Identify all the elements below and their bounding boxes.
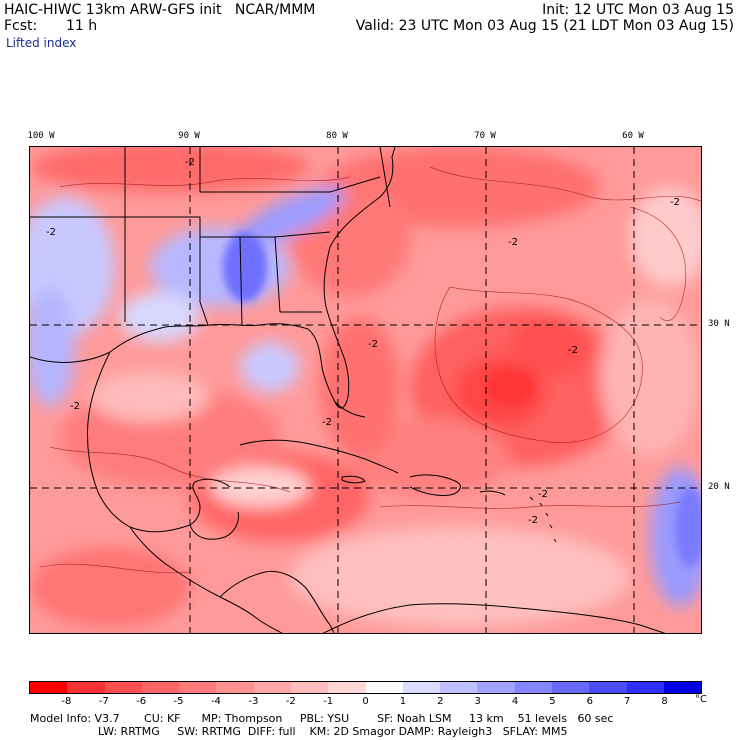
- colorbar-swatch: [402, 682, 441, 693]
- colorbar-swatch: [365, 682, 403, 693]
- colorbar-tick-label: -6: [136, 696, 147, 707]
- colorbar-swatch: [589, 682, 627, 693]
- field-shading: [30, 147, 701, 627]
- colorbar-tick-label: 0: [362, 696, 369, 707]
- colorbar-swatch: [253, 682, 291, 693]
- colorbar-swatch: [328, 682, 366, 693]
- colorbar-swatch: [104, 682, 142, 693]
- colorbar-tick-label: -4: [210, 696, 221, 707]
- colorbar-tick-label: -3: [248, 696, 259, 707]
- contour-label: -2: [70, 401, 80, 412]
- colorbar-tick-label: -5: [173, 696, 184, 707]
- colorbar-swatch: [67, 682, 105, 693]
- lifted-index-map: -2 -2 -2 -2 -2 -2 -2 -2 -2 -2: [29, 146, 702, 634]
- contour-label: -2: [508, 237, 518, 248]
- colorbar-swatch: [290, 682, 329, 693]
- colorbar-swatch: [626, 682, 664, 693]
- colorbar-tick-label: -8: [61, 696, 72, 707]
- lon-label-80w: 80 W: [326, 131, 348, 141]
- lat-label-20n: 20 N: [708, 482, 730, 492]
- init-time: Init: 12 UTC Mon 03 Aug 15: [542, 2, 734, 18]
- model-title: HAIC-HIWC 13km ARW-GFS init NCAR/MMM: [4, 2, 316, 18]
- colorbar-swatch: [663, 682, 702, 693]
- colorbar: [29, 681, 702, 694]
- colorbar-tick-label: 7: [624, 696, 631, 707]
- contour-label: -2: [568, 345, 578, 356]
- colorbar-tick-label: 5: [549, 696, 556, 707]
- contour-label: -2: [670, 197, 680, 208]
- contour-label: -2: [368, 339, 378, 350]
- forecast-label: Fcst:: [4, 18, 38, 34]
- field-name: Lifted index: [6, 36, 77, 50]
- model-info-line1: Model Info: V3.7 CU: KF MP: Thompson PBL…: [30, 712, 614, 725]
- colorbar-tick-label: 8: [661, 696, 668, 707]
- map-canvas: -2 -2 -2 -2 -2 -2 -2 -2 -2 -2: [30, 147, 701, 633]
- colorbar-tick-label: 1: [399, 696, 407, 707]
- contour-label: -2: [46, 227, 56, 238]
- contour-label: -2: [322, 417, 332, 428]
- contours: [39, 166, 701, 574]
- colorbar-swatch: [477, 682, 515, 693]
- lon-label-70w: 70 W: [474, 131, 496, 141]
- forecast-hour: 11 h: [66, 18, 98, 34]
- colorbar-unit: °C: [695, 694, 707, 705]
- lat-label-30n: 30 N: [708, 319, 730, 329]
- colorbar-swatch: [514, 682, 552, 693]
- lon-label-100w: 100 W: [27, 131, 55, 141]
- lon-label-90w: 90 W: [178, 131, 200, 141]
- colorbar-swatch: [440, 682, 478, 693]
- coastlines: [30, 147, 666, 633]
- colorbar-tick-label: -2: [285, 696, 296, 707]
- model-info-line2: LW: RRTMG SW: RRTMG DIFF: full KM: 2D Sm…: [98, 725, 568, 738]
- colorbar-tick-label: 2: [437, 696, 444, 707]
- colorbar-swatch: [551, 682, 590, 693]
- colorbar-swatch: [30, 682, 68, 693]
- colorbar-swatch: [179, 682, 217, 693]
- contour-label: -2: [538, 489, 548, 500]
- colorbar-tick-label: -7: [98, 696, 109, 707]
- contour-label: -2: [528, 515, 538, 526]
- valid-time: Valid: 23 UTC Mon 03 Aug 15 (21 LDT Mon …: [355, 18, 734, 34]
- colorbar-tick-label: 4: [511, 696, 519, 707]
- colorbar-tick-label: 6: [586, 696, 594, 707]
- colorbar-swatch: [216, 682, 254, 693]
- colorbar-tick-label: 3: [474, 696, 481, 707]
- colorbar-tick-label: -1: [323, 696, 334, 707]
- graticule: [30, 147, 701, 633]
- lon-label-60w: 60 W: [622, 131, 644, 141]
- colorbar-swatch: [141, 682, 180, 693]
